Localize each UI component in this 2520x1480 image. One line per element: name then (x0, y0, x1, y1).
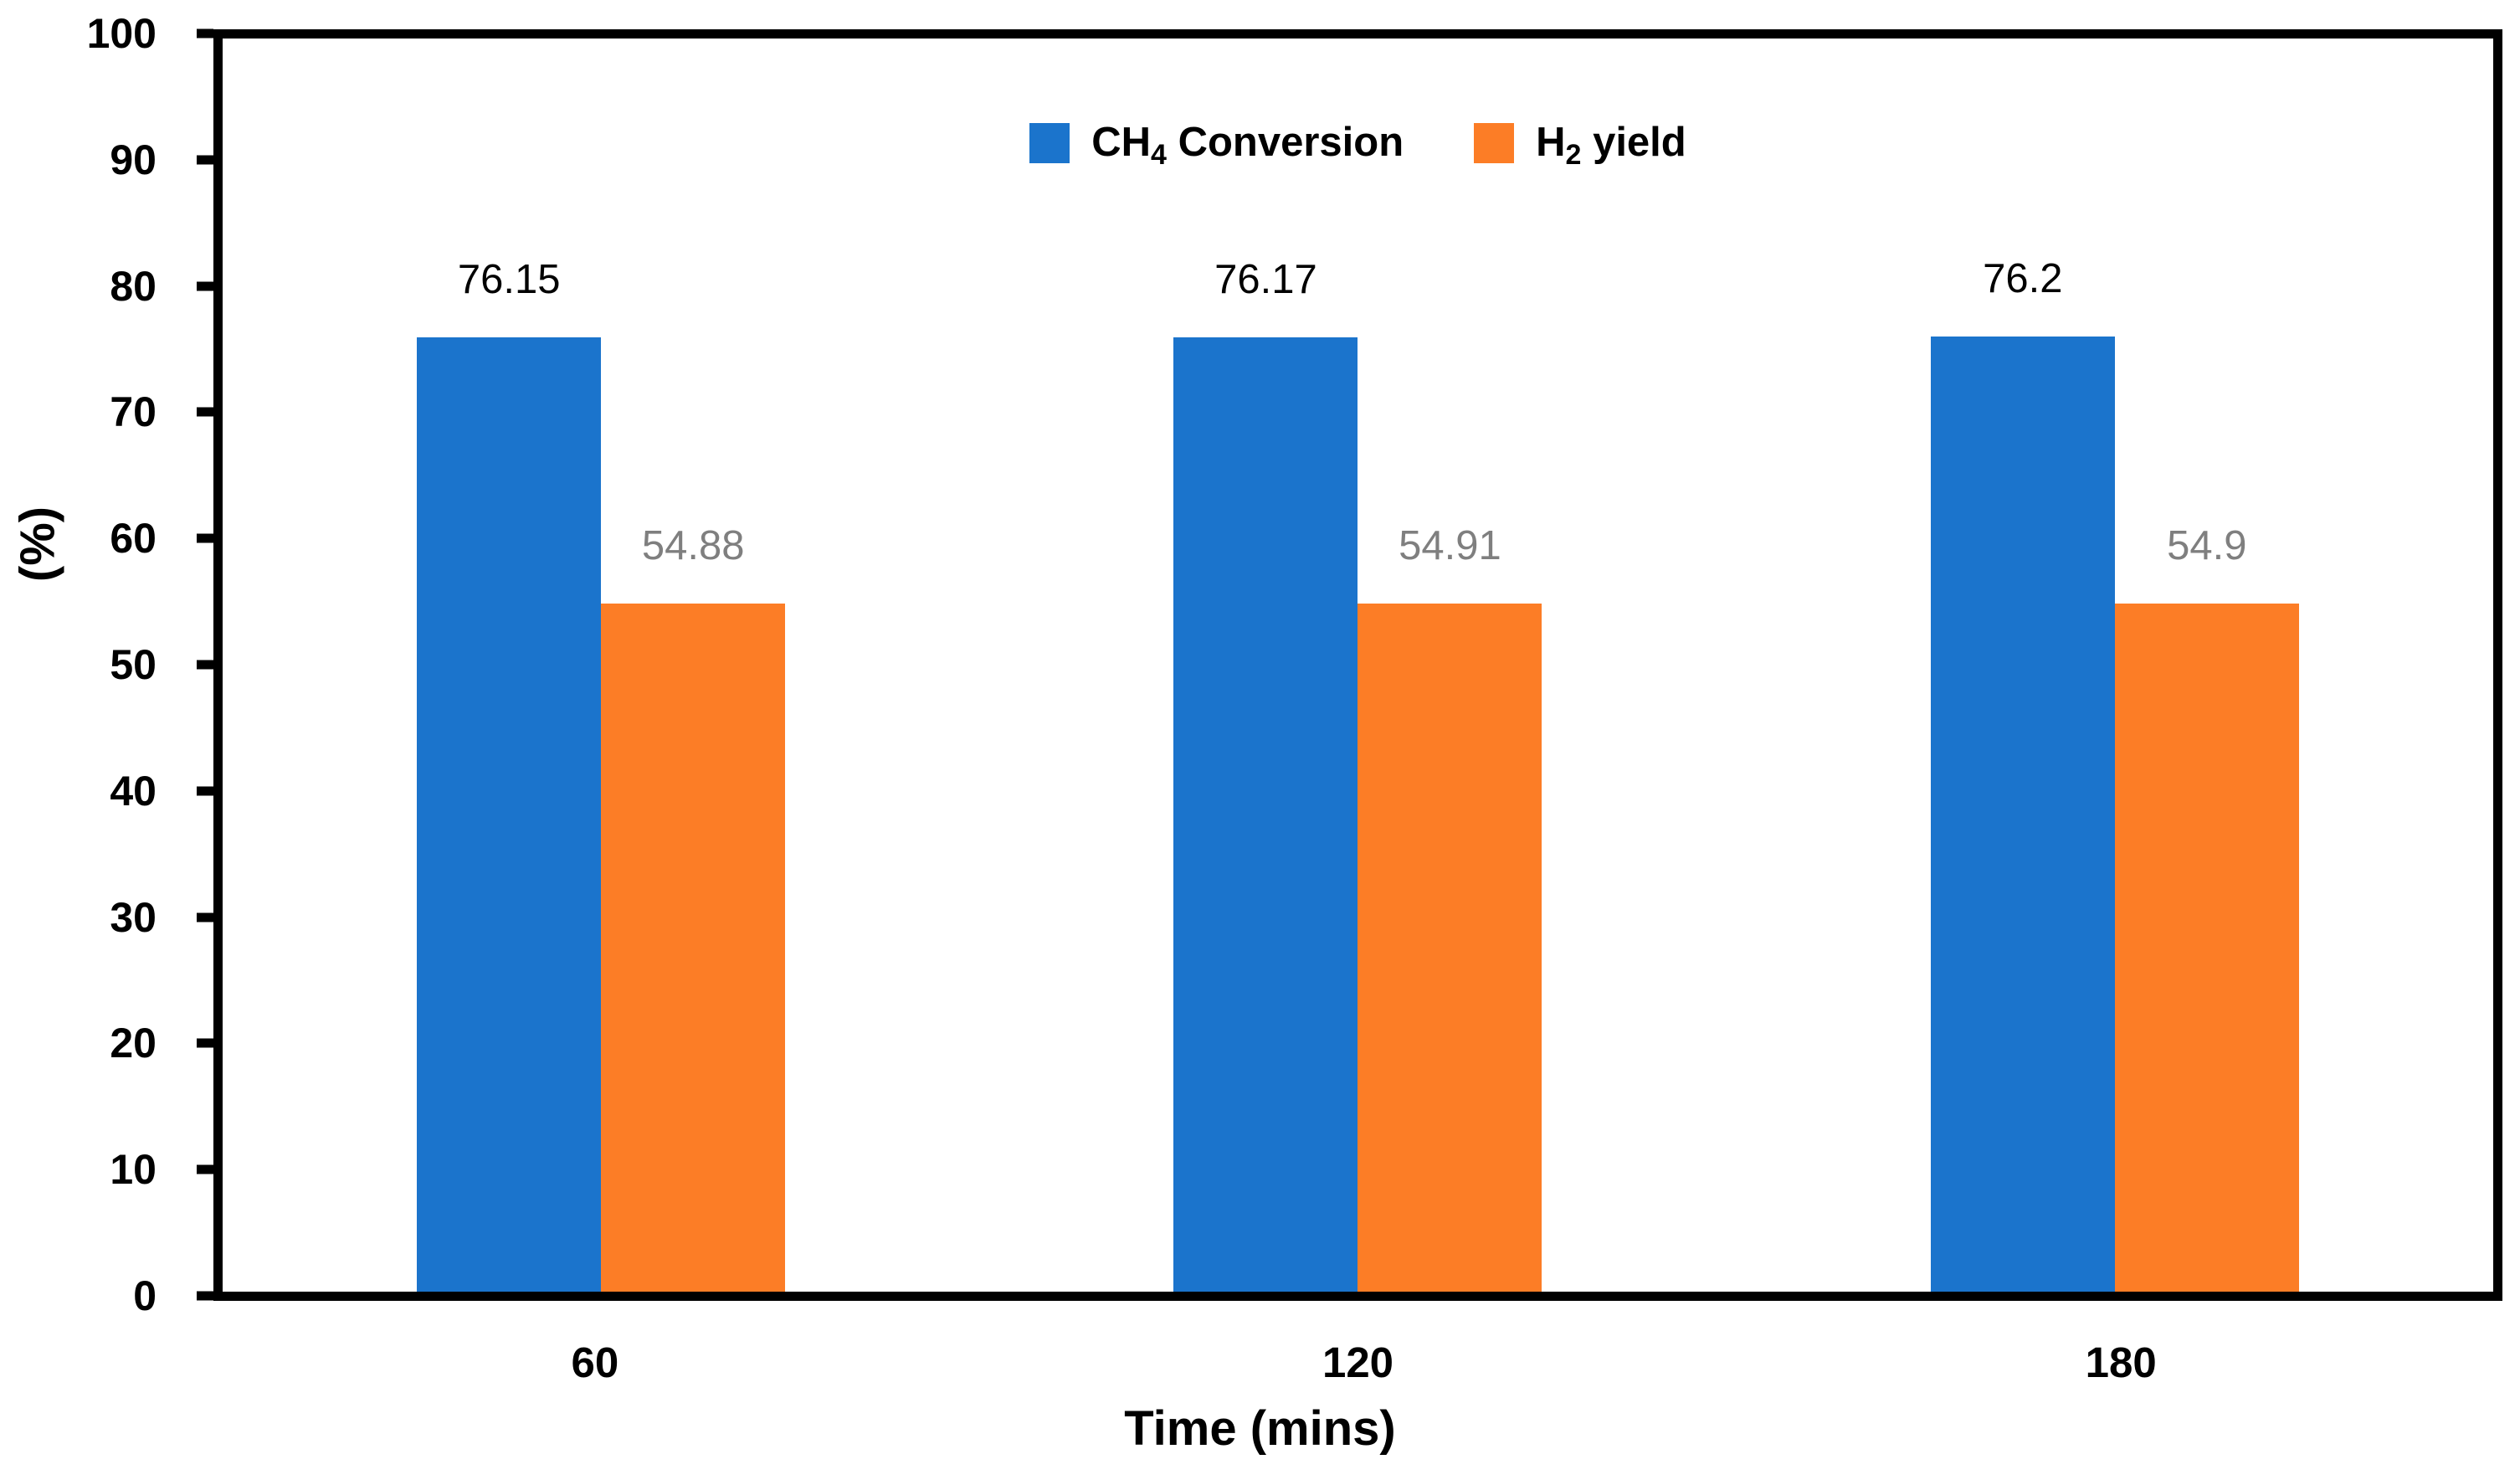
y-tick-label-70: 70 (110, 388, 157, 436)
y-tick (197, 155, 213, 165)
legend: CH4 Conversion H2 yield (223, 120, 2493, 171)
data-label-h2-yield-60: 54.88 (641, 523, 745, 569)
legend-swatch-h2-yield (1474, 122, 1515, 163)
y-tick-label-60: 60 (110, 515, 157, 563)
y-axis-ticks (197, 28, 213, 1301)
y-tick (197, 407, 213, 417)
bar-ch4-conversion-180: 76.2 (1930, 259, 2115, 1292)
y-tick (197, 281, 213, 291)
y-tick-label-0: 0 (133, 1272, 157, 1319)
legend-label-h2-yield: H2 yield (1536, 120, 1686, 171)
x-tick-label-120: 120 (1322, 1339, 1394, 1386)
y-tick (197, 786, 213, 796)
bar-h2-yield-120: 54.91 (1358, 526, 1542, 1292)
legend-item-h2-yield: H2 yield (1474, 120, 1686, 171)
legend-label-subscript: 2 (1565, 139, 1582, 171)
y-tick (197, 912, 213, 922)
legend-label-subscript: 4 (1151, 139, 1167, 171)
y-tick (197, 1291, 213, 1301)
legend-swatch-ch4-conversion (1029, 122, 1070, 163)
y-tick-label-10: 10 (110, 1146, 157, 1194)
bar-ch4-conversion-60: 76.15 (417, 260, 602, 1292)
y-tick (197, 533, 213, 543)
bar-group-120: 76.17 54.91 (979, 39, 1736, 1292)
x-axis-tick-labels: 60 120 180 (213, 1341, 2502, 1384)
bar-h2-yield-180: 54.9 (2114, 526, 2299, 1292)
y-tick (197, 1164, 213, 1174)
y-tick (197, 1038, 213, 1048)
x-tick-label-180: 180 (2085, 1339, 2157, 1386)
data-label-ch4-conversion-180: 76.2 (1983, 256, 2063, 302)
y-tick-label-50: 50 (110, 641, 157, 688)
bar-ch4-conversion-120: 76.17 (1173, 259, 1358, 1292)
y-tick-label-80: 80 (110, 262, 157, 310)
y-tick-label-90: 90 (110, 136, 157, 183)
y-tick-label-40: 40 (110, 767, 157, 815)
bars-area: 76.15 54.88 76.17 54.91 76.2 54.9 (223, 39, 2493, 1292)
data-label-ch4-conversion-60: 76.15 (457, 257, 561, 303)
data-label-h2-yield-180: 54.9 (2167, 523, 2247, 569)
x-axis-title: Time (mins) (1124, 1401, 1396, 1456)
y-tick (197, 28, 213, 39)
bar-group-60: 76.15 54.88 (223, 39, 979, 1292)
legend-label-ch4-conversion: CH4 Conversion (1091, 120, 1404, 171)
y-tick-label-30: 30 (110, 893, 157, 941)
plot-area: 76.15 54.88 76.17 54.91 76.2 54.9 CH4 Convers… (213, 29, 2502, 1301)
data-label-h2-yield-120: 54.91 (1399, 523, 1501, 568)
y-tick (197, 660, 213, 670)
legend-item-ch4-conversion: CH4 Conversion (1029, 120, 1404, 171)
data-label-ch4-conversion-120: 76.17 (1214, 256, 1317, 302)
bar-group-180: 76.2 54.9 (1737, 39, 2493, 1292)
y-tick-label-20: 20 (110, 1020, 157, 1067)
y-axis-tick-labels: 0 10 20 30 40 50 60 70 80 90 100 (0, 13, 157, 1317)
y-tick-label-100: 100 (86, 10, 157, 57)
bar-h2-yield-60: 54.88 (601, 526, 786, 1292)
x-tick-label-60: 60 (571, 1339, 619, 1386)
